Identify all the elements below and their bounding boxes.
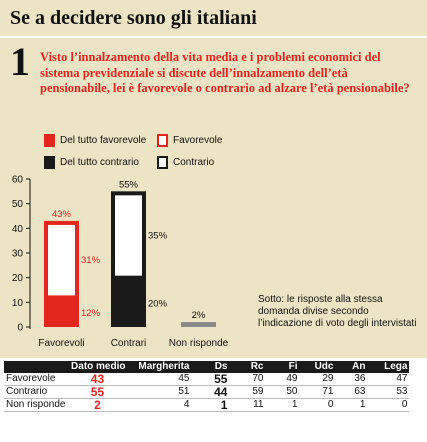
table-cell: 1 [335,398,368,412]
legend-label: Favorevole [173,135,223,146]
chart-note: Sotto: le risposte alla stessa domanda d… [258,294,417,329]
bar-segment-label: 20% [148,298,168,309]
legend-label: Del tutto favorevole [60,135,147,146]
bar-total-label: 43% [52,209,72,220]
bar-segment-label: 31% [81,255,101,266]
bar-total-label: 55% [119,179,139,190]
bar-segment [181,322,216,327]
bar-segment [111,277,146,327]
table-cell: 0 [367,398,410,412]
table-cell: 1 [191,398,230,412]
y-tick-label: 20 [12,273,24,284]
table-header-cell [4,361,68,373]
legend-label: Del tutto contrario [60,157,139,168]
y-tick-label: 30 [12,249,24,260]
bar-segment [44,297,79,327]
y-tick-label: 0 [17,323,23,334]
vote-breakdown-table: Dato medio Margherita Ds Rc Fi Udc An Le… [4,361,410,412]
table-cell: 29 [299,373,336,386]
table-cell: 2 [67,398,128,412]
table-header-cell: Dato medio [67,361,128,373]
table-cell: 0 [299,398,336,412]
bar-total-label: 2% [192,310,206,321]
table-cell: 51 [127,385,192,399]
y-tick-label: 40 [12,224,24,235]
table-cell: Favorevole [4,373,68,386]
table-cell: 55 [67,385,128,399]
table-cell: 45 [127,373,192,386]
table-cell: 44 [191,385,230,399]
table-row: Non risponde 2 4 1 11 1 0 1 0 [4,398,410,412]
table-cell: 53 [367,385,410,399]
table-cell: 49 [265,373,300,386]
question-number: 1 [10,39,30,84]
table-cell: 63 [335,385,368,399]
y-tick-label: 10 [12,298,24,309]
table-header-cell: Lega [367,361,410,373]
legend-label: Contrario [173,157,215,168]
question-text: Visto l’innalzamento della vita media e … [40,50,410,95]
table-header-cell: Fi [265,361,300,373]
legend-item-favorevole: Favorevole [157,134,222,147]
bar-segment-label: 12% [81,308,101,319]
bar-segment [111,191,146,280]
title-divider [0,36,427,38]
table-header-row: Dato medio Margherita Ds Rc Fi Udc An Le… [4,361,410,373]
table-header-cell: An [335,361,368,373]
table-cell: 4 [127,398,192,412]
table-cell: 55 [191,373,230,386]
bar-segment-label: 35% [148,231,168,242]
legend-item-del-tutto-contrario: Del tutto contrario [44,156,139,169]
legend-swatch [44,134,55,147]
table-header-cell: Ds [191,361,230,373]
table-row: Contrario 55 51 44 59 50 71 63 53 [4,385,410,399]
table-cell: Contrario [4,385,68,399]
table-cell: 36 [335,373,368,386]
table-cell: 71 [299,385,336,399]
table-header-cell: Margherita [127,361,192,373]
table-cell: Non risponde [4,398,68,412]
table-cell: 47 [367,373,410,386]
table-cell: 11 [229,398,266,412]
table-cell: 50 [265,385,300,399]
table-cell: 59 [229,385,266,399]
category-label: Contrari [111,338,147,349]
table-row: Favorevole 43 45 55 70 49 29 36 47 [4,373,410,386]
legend-swatch [157,156,168,169]
table-header-cell: Rc [229,361,266,373]
table-cell: 43 [67,373,128,386]
category-label: Non risponde [169,338,229,349]
y-tick-label: 60 [12,175,24,186]
legend-item-contrario: Contrario [157,156,214,169]
y-tick-label: 50 [12,199,24,210]
table-cell: 70 [229,373,266,386]
category-label: Favorevoli [38,338,84,349]
legend-swatch [157,134,168,147]
legend-swatch [44,156,55,169]
table-header-cell: Udc [299,361,336,373]
table-cell: 1 [265,398,300,412]
legend-item-del-tutto-favorevole: Del tutto favorevole [44,134,146,147]
page-title: Se a decidere sono gli italiani [10,7,257,29]
bar-segment [44,220,79,300]
